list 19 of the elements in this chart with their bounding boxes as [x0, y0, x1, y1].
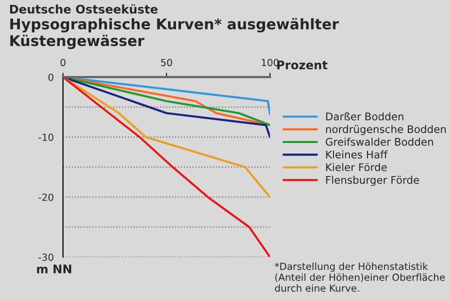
legend-label: Greifswalder Bodden: [326, 138, 433, 146]
legend-label: Darßer Bodden: [326, 112, 404, 120]
text: *Darstellung der Höhenstatistik (Anteil der Höhen)einer Oberfläche durch eine Kurve.: [274, 262, 445, 292]
y-tick-label: -20: [38, 194, 54, 201]
chart-subtitle: Deutsche Ostseeküste: [10, 4, 158, 14]
x-axis-title: Prozent: [277, 60, 328, 70]
chart-title: Hypsographische Kurven* ausgewählter Küstengewässer: [10, 18, 339, 50]
line-series: [63, 77, 270, 258]
y-axis-title: m NN: [37, 264, 72, 274]
legend-label: Kieler Förde: [326, 163, 387, 172]
legend-label: Kleines Haff: [326, 150, 388, 158]
y-tick-label: 0: [48, 74, 54, 81]
x-tick-label: 50: [161, 58, 172, 66]
y-tick-label: -10: [38, 134, 54, 141]
legend-label: Flensburger Förde: [326, 176, 419, 186]
legend-label: nordrügensche Bodden: [326, 125, 446, 136]
x-tick-label: 0: [60, 58, 66, 66]
y-tick-label: -30: [38, 254, 54, 261]
line-series: [63, 77, 270, 198]
